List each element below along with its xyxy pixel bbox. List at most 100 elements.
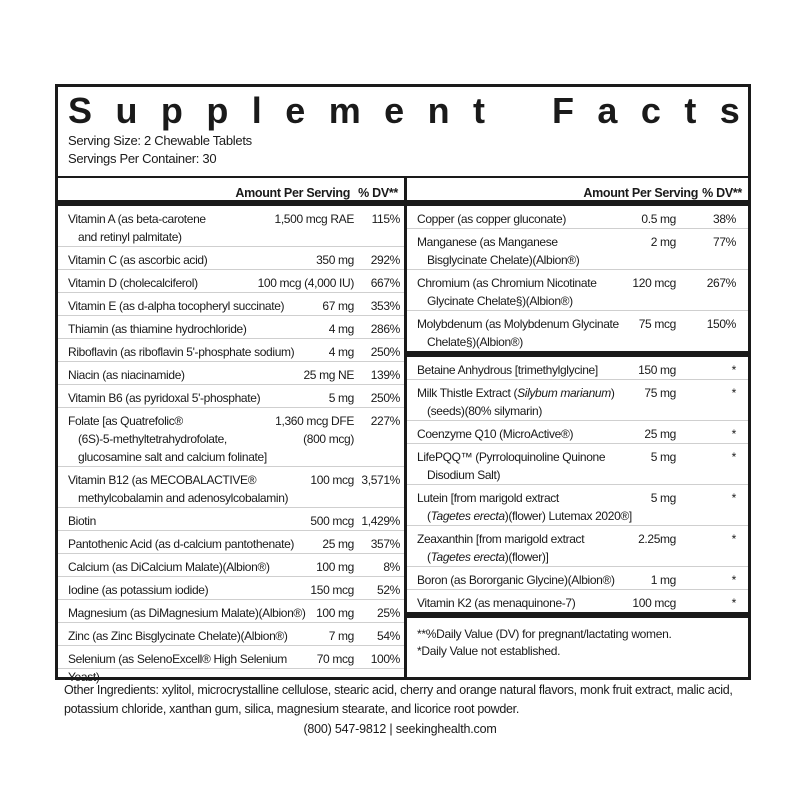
nutrient-row: Molybdenum (as Molybdenum Glycinate Chela… bbox=[407, 311, 748, 357]
nutrient-dv: 667% bbox=[370, 276, 401, 290]
nutrient-name: Thiamin (as thiamine hydrochloride) bbox=[68, 322, 247, 336]
footnote-not-established: *Daily Value not established. bbox=[417, 644, 561, 658]
nutrient-amount: 4 mg bbox=[328, 322, 355, 336]
nutrient-name: Copper (as copper gluconate) bbox=[417, 212, 566, 226]
nutrient-amount: 0.5 mg bbox=[641, 212, 676, 226]
nutrient-row: LifePQQ™ (Pyrroloquinoline Quinone Disodi… bbox=[407, 444, 748, 485]
nutrient-amount: 1,360 mcg DFE (800 mcg) bbox=[275, 414, 354, 446]
nutrient-row: Vitamin A (as beta-carotene and retinyl p… bbox=[58, 206, 404, 247]
nutrient-name: Niacin (as niacinamide) bbox=[68, 368, 185, 382]
nutrient-dv: * bbox=[731, 386, 737, 400]
nutrient-row: Vitamin B6 (as pyridoxal 5'-phosphate) 5 … bbox=[58, 385, 404, 408]
dv-header: % DV** bbox=[358, 186, 398, 200]
right-column: Amount Per Serving % DV** Copper (as cop… bbox=[407, 178, 748, 679]
nutrient-name: Zeaxanthin [from marigold extract (Tagete… bbox=[417, 532, 585, 564]
nutrient-row: Biotin 500 mcg 1,429% bbox=[58, 508, 404, 531]
nutrient-row: Boron (as Bororganic Glycine)(Albion®) 1 … bbox=[407, 567, 748, 590]
nutrient-name: Chromium (as Chromium Nicotinate Glycinat… bbox=[417, 276, 597, 308]
nutrient-name: Betaine Anhydrous [trimethylglycine] bbox=[417, 363, 598, 377]
nutrient-amount: 100 mg bbox=[316, 560, 354, 574]
nutrient-amount: 5 mg bbox=[328, 391, 355, 405]
nutrient-amount: 2.25mg bbox=[638, 532, 676, 546]
nutrient-row: Vitamin B12 (as MECOBALACTIVE® methylcoba… bbox=[58, 467, 404, 508]
nutrient-name: Vitamin K2 (as menaquinone-7) bbox=[417, 596, 576, 610]
footnote-dv: **%Daily Value (DV) for pregnant/lactati… bbox=[417, 627, 672, 641]
nutrient-amount: 100 mg bbox=[316, 606, 354, 620]
nutrient-row: Vitamin K2 (as menaquinone-7) 100 mcg * bbox=[407, 590, 748, 618]
nutrient-table: Amount Per Serving % DV** Vitamin A (as … bbox=[58, 176, 748, 684]
nutrient-dv: * bbox=[731, 532, 737, 546]
nutrient-amount: 100 mcg (4,000 IU) bbox=[257, 276, 355, 290]
nutrient-dv: * bbox=[731, 363, 737, 377]
nutrient-amount: 75 mcg bbox=[638, 317, 677, 331]
nutrient-name: Pantothenic Acid (as d-calcium pantothen… bbox=[68, 537, 295, 551]
nutrient-row: Lutein [from marigold extract (Tagetes er… bbox=[407, 485, 748, 526]
nutrient-amount: 67 mg bbox=[322, 299, 354, 313]
nutrient-dv: 54% bbox=[377, 629, 400, 643]
nutrient-row: Manganese (as Manganese Bisglycinate Chel… bbox=[407, 229, 748, 270]
nutrient-row: Zeaxanthin [from marigold extract (Tagete… bbox=[407, 526, 748, 567]
nutrient-dv: * bbox=[731, 491, 737, 505]
nutrient-amount: 500 mcg bbox=[310, 514, 354, 528]
latin-name: Tagetes erecta bbox=[430, 509, 505, 523]
nutrient-name: Riboflavin (as riboflavin 5'-phosphate s… bbox=[68, 345, 295, 359]
nutrient-dv: 150% bbox=[706, 317, 737, 331]
nutrient-name: Vitamin E (as d-alpha tocopheryl succina… bbox=[68, 299, 285, 313]
nutrient-dv: 286% bbox=[370, 322, 401, 336]
nutrient-dv: * bbox=[731, 596, 737, 610]
nutrient-row: Riboflavin (as riboflavin 5'-phosphate s… bbox=[58, 339, 404, 362]
nutrient-row: Vitamin E (as d-alpha tocopheryl succina… bbox=[58, 293, 404, 316]
nutrient-name: Boron (as Bororganic Glycine)(Albion®) bbox=[417, 573, 615, 587]
nutrient-dv: * bbox=[731, 450, 737, 464]
footnotes: **%Daily Value (DV) for pregnant/lactati… bbox=[407, 618, 748, 668]
nutrient-name: Selenium (as SelenoExcell® High Selenium… bbox=[68, 652, 287, 684]
nutrient-name: Iodine (as potassium iodide) bbox=[68, 583, 209, 597]
nutrient-amount: 7 mg bbox=[328, 629, 355, 643]
nutrient-amount: 25 mg bbox=[644, 427, 676, 441]
nutrient-amount: 1 mg bbox=[650, 573, 677, 587]
nutrient-amount: 350 mg bbox=[316, 253, 354, 267]
nutrient-row: Vitamin C (as ascorbic acid) 350 mg 292% bbox=[58, 247, 404, 270]
nutrient-name: Calcium (as DiCalcium Malate)(Albion®) bbox=[68, 560, 270, 574]
nutrient-dv: 1,429% bbox=[361, 514, 400, 528]
nutrient-amount: 100 mcg bbox=[632, 596, 676, 610]
nutrient-name: Coenzyme Q10 (MicroActive®) bbox=[417, 427, 574, 441]
nutrient-dv: 250% bbox=[370, 345, 401, 359]
nutrient-dv: 25% bbox=[377, 606, 400, 620]
nutrient-amount: 1,500 mcg RAE bbox=[274, 212, 355, 226]
nutrient-dv: 8% bbox=[383, 560, 400, 574]
nutrient-name: Manganese (as Manganese Bisglycinate Chel… bbox=[417, 235, 580, 267]
nutrient-dv: 250% bbox=[370, 391, 401, 405]
nutrient-row: Copper (as copper gluconate) 0.5 mg 38% bbox=[407, 206, 748, 229]
nutrient-row: Folate [as Quatrefolic® (6S)-5-methyltetr… bbox=[58, 408, 404, 467]
nutrient-amount: 100 mcg bbox=[310, 473, 354, 487]
nutrient-dv: 353% bbox=[370, 299, 401, 313]
nutrient-row: Pantothenic Acid (as d-calcium pantothen… bbox=[58, 531, 404, 554]
nutrient-dv: * bbox=[731, 427, 737, 441]
column-header: Amount Per Serving % DV** bbox=[58, 178, 404, 206]
nutrient-name: Vitamin A (as beta-carotene and retinyl p… bbox=[68, 212, 206, 244]
nutrient-row: Betaine Anhydrous [trimethylglycine] 150 … bbox=[407, 357, 748, 380]
column-header: Amount Per Serving % DV** bbox=[407, 178, 748, 206]
nutrient-name: LifePQQ™ (Pyrroloquinoline Quinone Disodi… bbox=[417, 450, 606, 482]
nutrient-dv: 38% bbox=[713, 212, 736, 226]
nutrient-row: Milk Thistle Extract (Silybum marianum)(… bbox=[407, 380, 748, 421]
nutrient-name: Vitamin D (cholecalciferol) bbox=[68, 276, 198, 290]
nutrient-row: Iodine (as potassium iodide) 150 mcg 52% bbox=[58, 577, 404, 600]
nutrient-amount: 4 mg bbox=[328, 345, 355, 359]
nutrient-dv: 227% bbox=[370, 414, 401, 428]
left-column: Amount Per Serving % DV** Vitamin A (as … bbox=[58, 178, 407, 684]
contact-info: (800) 547-9812 | seekinghealth.com bbox=[303, 722, 497, 736]
nutrient-name: Magnesium (as DiMagnesium Malate)(Albion… bbox=[68, 606, 306, 620]
amount-header: Amount Per Serving bbox=[235, 186, 351, 200]
nutrient-amount: 5 mg bbox=[650, 491, 677, 505]
nutrient-amount: 120 mcg bbox=[632, 276, 676, 290]
dv-header: % DV** bbox=[702, 186, 742, 200]
nutrient-row: Coenzyme Q10 (MicroActive®) 25 mg * bbox=[407, 421, 748, 444]
nutrient-dv: 357% bbox=[370, 537, 401, 551]
nutrient-row: Selenium (as SelenoExcell® High Selenium… bbox=[58, 646, 404, 684]
nutrient-row: Vitamin D (cholecalciferol) 100 mcg (4,00… bbox=[58, 270, 404, 293]
serving-size: Serving Size: 2 Chewable Tablets bbox=[68, 133, 252, 148]
